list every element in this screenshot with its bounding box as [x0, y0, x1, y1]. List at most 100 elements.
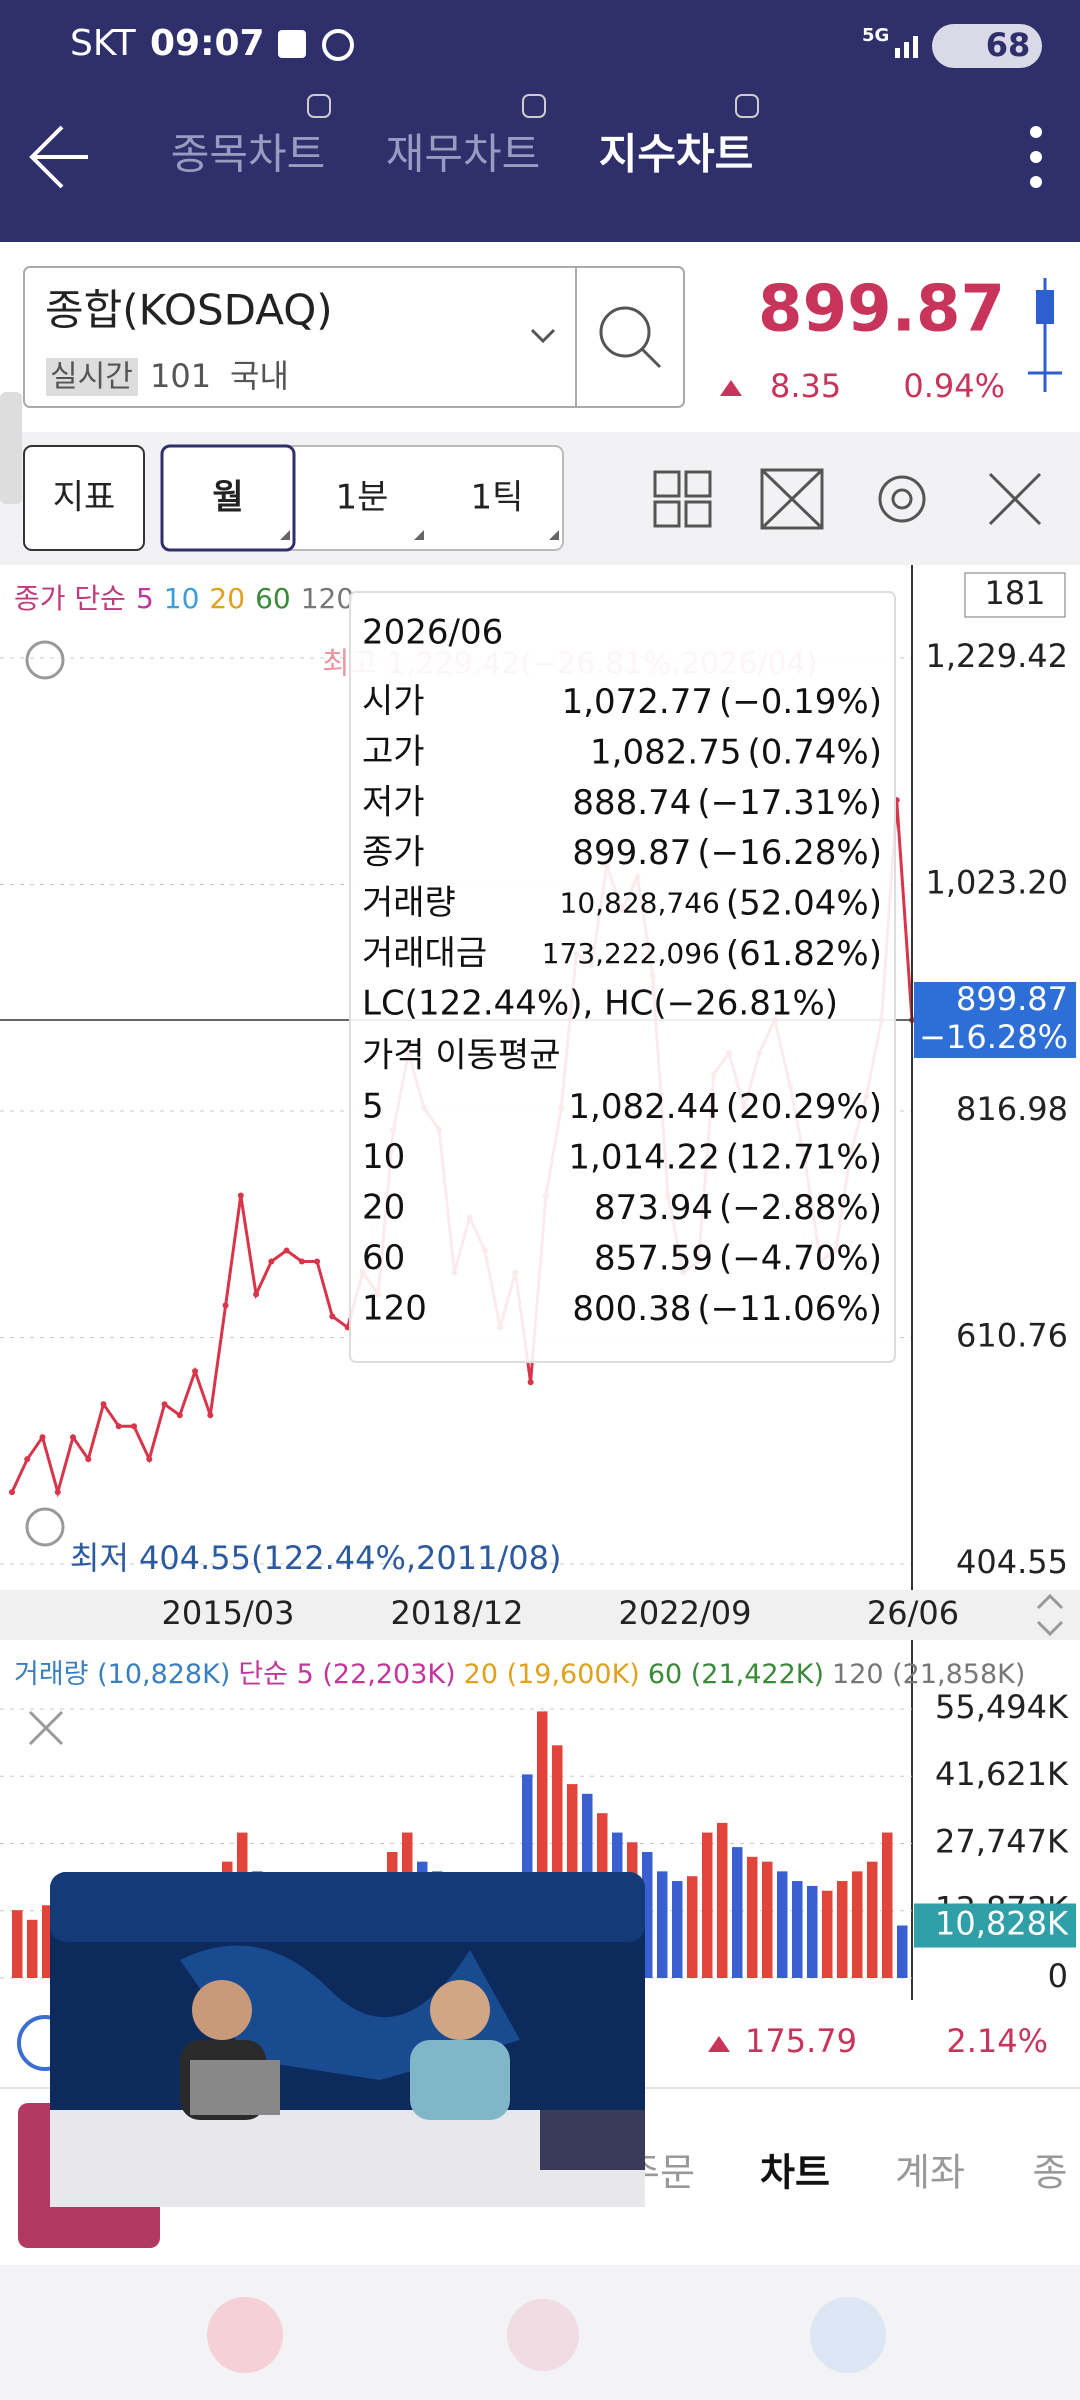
- close-point: [207, 1412, 214, 1419]
- x-tick-label: 26/06: [867, 1594, 959, 1632]
- pct: (52.04%): [726, 883, 882, 923]
- nav-icon[interactable]: [507, 2299, 579, 2371]
- close-point: [283, 1247, 290, 1254]
- video-overlay[interactable]: [50, 1872, 645, 2207]
- close-point: [192, 1368, 199, 1375]
- alarm-icon: [322, 29, 354, 61]
- close-point: [253, 1291, 260, 1298]
- toolbar-button[interactable]: 지표: [53, 478, 116, 518]
- value: 1,072.77: [562, 682, 713, 722]
- volume-bar: [732, 1847, 743, 1978]
- tooltip-value: 857.59 (−4.70%): [594, 1238, 882, 1278]
- nav-tab-badge: [735, 94, 759, 118]
- close-point: [39, 1434, 46, 1441]
- tooltip-value: 800.38 (−11.06%): [572, 1289, 882, 1329]
- n-icon: [278, 30, 306, 58]
- tooltip: 2026/06 시가 1,072.77 (−0.19%) 고가 1,082.75 (0.74…: [349, 591, 896, 1363]
- bottom-tab[interactable]: 종: [1033, 2151, 1068, 2195]
- current-change: −16.28%: [919, 1018, 1068, 1056]
- close-point: [9, 1489, 15, 1496]
- value: 10,828,746: [560, 887, 720, 920]
- stock-box[interactable]: [23, 266, 685, 408]
- back-button[interactable]: [29, 125, 88, 189]
- x-tick-label: 2015/03: [162, 1594, 295, 1632]
- battery-level: 68: [986, 26, 1031, 64]
- legend-period: 120: [301, 582, 354, 615]
- indicator-button[interactable]: [23, 445, 145, 551]
- value: 873.94: [594, 1188, 713, 1228]
- volume-bar: [657, 1871, 668, 1978]
- nav-tab[interactable]: 지수차트: [599, 130, 754, 179]
- pct: (−2.88%): [719, 1188, 882, 1228]
- lc-hc: LC(122.44%), HC(−26.81%): [362, 984, 838, 1024]
- menu-button[interactable]: [1030, 126, 1042, 188]
- nav-icon[interactable]: [810, 2297, 886, 2373]
- value: 173,222,096: [542, 937, 720, 970]
- legend: 종가 단순 5 10 20 60 120: [14, 582, 354, 615]
- badge-bg: [46, 358, 138, 396]
- low-label: 최저 404.55(122.44%,2011/08): [70, 1539, 561, 1577]
- volume-bar: [807, 1885, 818, 1978]
- tooltip-value: 1,082.75 (0.74%): [590, 732, 882, 772]
- bottom-tab[interactable]: 차트: [760, 2151, 830, 2195]
- volume-bar: [867, 1861, 878, 1978]
- period-button-active[interactable]: [160, 444, 296, 552]
- nav-tab[interactable]: 종목차트: [171, 130, 326, 179]
- close-point: [527, 1379, 534, 1386]
- settings-icon[interactable]: [878, 475, 926, 523]
- corner-mark: [549, 530, 559, 540]
- up-arrow: [720, 380, 742, 396]
- value: 899.87: [572, 833, 691, 873]
- candle-icon: [1028, 278, 1062, 392]
- value: 1,014.22: [568, 1137, 719, 1177]
- close-point: [70, 1434, 77, 1441]
- bottom-tab[interactable]: 계좌: [895, 2151, 965, 2195]
- expand-icon[interactable]: [760, 468, 824, 530]
- tooltip-label: 5: [362, 1087, 384, 1127]
- close-point: [222, 1302, 229, 1309]
- volume-bar: [777, 1871, 788, 1978]
- y-tick-label: 610.76: [956, 1317, 1068, 1355]
- legend-period: 10: [164, 582, 200, 615]
- nav-tab[interactable]: 재무차트: [386, 130, 541, 179]
- legend-item: 20 (19,600K): [464, 1659, 640, 1690]
- tooltip-value: 1,014.22 (12.71%): [568, 1137, 882, 1177]
- close-point: [329, 1313, 336, 1320]
- toolbar-button[interactable]: 1틱: [471, 478, 524, 518]
- toolbar-icons: [653, 468, 1042, 530]
- zoom-out[interactable]: [25, 1507, 65, 1547]
- legend-item: 거래량 (10,828K): [14, 1659, 230, 1690]
- legend-item: 60 (21,422K): [648, 1659, 824, 1690]
- close-icon[interactable]: [28, 1710, 64, 1746]
- x-axis-band: [0, 1590, 1080, 1640]
- y-tick-label: 0: [1048, 1957, 1068, 1995]
- search-button[interactable]: [599, 306, 662, 369]
- close-point: [237, 1192, 244, 1199]
- y-tick-label: 55,494K: [935, 1688, 1069, 1726]
- stock-name: 종합(KOSDAQ): [45, 286, 333, 335]
- close-point: [85, 1456, 92, 1463]
- tooltip-label: 저가: [362, 782, 425, 822]
- zoom-in[interactable]: [25, 640, 65, 680]
- scroll-arrows[interactable]: [1036, 1593, 1064, 1637]
- layout-icon[interactable]: [653, 470, 712, 528]
- nav-icon[interactable]: [207, 2297, 283, 2373]
- tooltip-label: 60: [362, 1238, 405, 1278]
- signal-icon: [895, 36, 918, 58]
- tools-icon[interactable]: [988, 472, 1042, 526]
- toolbar-button[interactable]: 1분: [336, 478, 389, 518]
- volume-bar: [822, 1890, 833, 1978]
- dropdown-icon[interactable]: [530, 328, 556, 344]
- tooltip-label: 종가: [362, 833, 425, 873]
- tooltip-value: 1,082.44 (20.29%): [568, 1087, 882, 1127]
- toolbar-buttons: 지표 월 1분 1틱: [53, 478, 559, 540]
- side-handle[interactable]: [0, 392, 22, 504]
- pct: (−17.31%): [697, 782, 882, 822]
- value: 888.74: [572, 782, 691, 822]
- y-tick-label: 27,747K: [935, 1822, 1069, 1860]
- value: 1,082.75: [590, 732, 741, 772]
- toolbar-button[interactable]: 월: [212, 478, 243, 518]
- index-change: 175.79: [745, 2022, 857, 2060]
- legend-period: 20: [209, 582, 245, 615]
- change-pct: 0.94%: [903, 367, 1005, 405]
